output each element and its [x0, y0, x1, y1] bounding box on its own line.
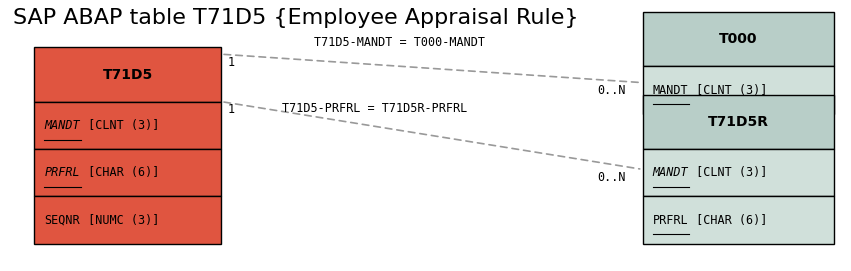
Text: T71D5: T71D5	[102, 67, 153, 82]
Text: [CLNT (3)]: [CLNT (3)]	[689, 166, 768, 179]
Text: [CHAR (6)]: [CHAR (6)]	[689, 214, 768, 227]
Text: PRFRL: PRFRL	[44, 166, 80, 179]
Bar	[34, 102, 221, 149]
Text: 1: 1	[228, 56, 235, 69]
Bar	[643, 12, 834, 66]
Text: [NUMC (3)]: [NUMC (3)]	[81, 214, 159, 227]
Text: 1: 1	[228, 103, 235, 116]
Bar	[34, 196, 221, 244]
Text: T71D5R: T71D5R	[708, 115, 768, 129]
Bar	[34, 149, 221, 196]
Text: T71D5-PRFRL = T71D5R-PRFRL: T71D5-PRFRL = T71D5R-PRFRL	[282, 102, 467, 115]
Text: 0..N: 0..N	[597, 84, 625, 97]
Bar	[643, 149, 834, 196]
Text: [CLNT (3)]: [CLNT (3)]	[81, 119, 159, 132]
Text: SAP ABAP table T71D5 {Employee Appraisal Rule}: SAP ABAP table T71D5 {Employee Appraisal…	[13, 8, 579, 28]
Bar	[643, 95, 834, 149]
Text: MANDT: MANDT	[44, 119, 80, 132]
Bar	[34, 47, 221, 102]
Text: [CHAR (6)]: [CHAR (6)]	[81, 166, 159, 179]
Text: PRFRL: PRFRL	[653, 214, 688, 227]
Text: [CLNT (3)]: [CLNT (3)]	[689, 84, 768, 96]
Bar	[643, 196, 834, 244]
Text: MANDT: MANDT	[653, 166, 688, 179]
Text: T71D5-MANDT = T000-MANDT: T71D5-MANDT = T000-MANDT	[315, 36, 485, 49]
Bar	[643, 66, 834, 114]
Text: T000: T000	[719, 32, 757, 46]
Text: 0..N: 0..N	[597, 171, 625, 184]
Text: MANDT: MANDT	[653, 84, 688, 96]
Text: SEQNR: SEQNR	[44, 214, 80, 227]
